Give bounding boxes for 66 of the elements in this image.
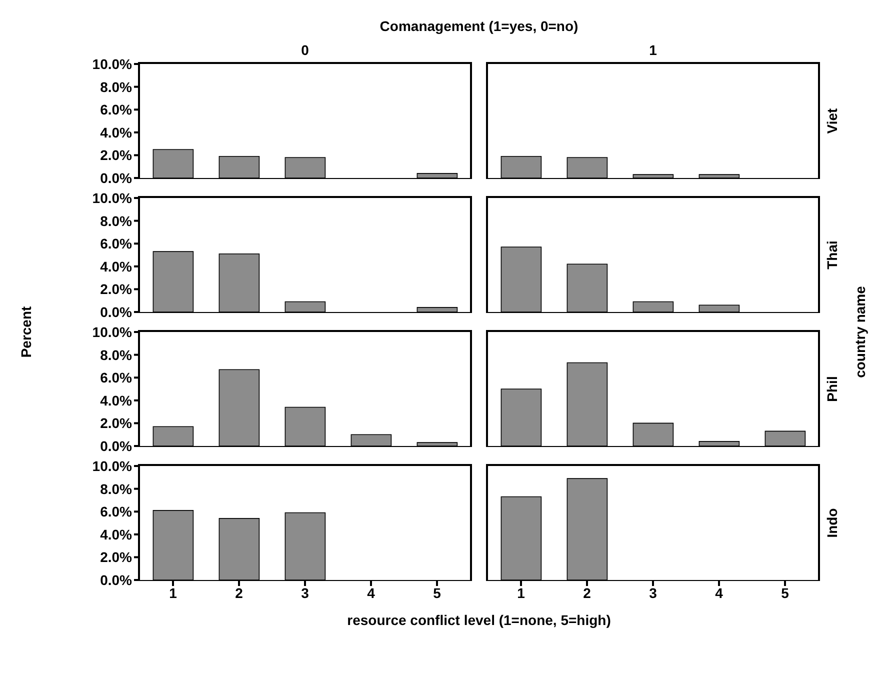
bar — [416, 442, 458, 446]
bar — [632, 301, 674, 312]
x-tick-label: 5 — [781, 584, 790, 601]
bar — [152, 149, 194, 178]
y-tick-label: 4.0% — [100, 392, 133, 408]
bar — [500, 246, 542, 312]
bar — [500, 388, 542, 446]
x-tick-label: 3 — [301, 584, 310, 601]
bar — [350, 434, 392, 446]
y2-axis-title: Phil — [824, 376, 840, 402]
bar — [566, 362, 608, 446]
x-tick-label: 4 — [367, 584, 376, 601]
y2-axis-title: Thai — [824, 240, 840, 270]
y-tick-label: 6.0% — [100, 102, 133, 118]
bar — [764, 430, 806, 446]
y-tick-label: 0.0% — [100, 170, 133, 186]
chart-title: Comanagement (1=yes, 0=no) — [380, 18, 578, 34]
y-tick-label: 0.0% — [100, 438, 133, 454]
y-tick-label: 4.0% — [100, 124, 133, 140]
y-tick-label: 0.0% — [100, 572, 133, 588]
y-tick-label: 8.0% — [100, 212, 133, 229]
y2-axis-title: Viet — [824, 108, 840, 134]
y-axis-title: Percent — [18, 306, 34, 358]
bar — [566, 264, 608, 312]
bar — [218, 253, 260, 312]
y-tick-label: 4.0% — [100, 526, 133, 542]
bar — [698, 304, 740, 312]
y-tick-label: 6.0% — [100, 504, 133, 520]
bar — [698, 441, 740, 446]
y-tick-label: 8.0% — [100, 346, 133, 363]
text: country name — [852, 286, 868, 378]
y-tick-label: 2.0% — [100, 549, 133, 566]
y-tick-label: 6.0% — [100, 370, 133, 386]
y-tick-label: 2.0% — [100, 281, 133, 298]
y-tick-label: 8.0% — [100, 480, 133, 497]
bar — [632, 422, 674, 446]
bar — [416, 307, 458, 312]
x-tick-label: 1 — [517, 584, 526, 601]
x-tick-label: 4 — [715, 584, 724, 601]
y2-axis-title: Indo — [824, 508, 840, 538]
y-tick-label: 4.0% — [100, 258, 133, 274]
x-tick-label: 2 — [583, 584, 592, 601]
bar — [284, 301, 326, 312]
bar — [218, 156, 260, 178]
chart-subtitle: 1 — [649, 42, 657, 58]
bar — [284, 406, 326, 446]
bar — [218, 369, 260, 446]
y-tick-label: 10.0% — [92, 56, 133, 72]
x-tick-label: 1 — [169, 584, 178, 601]
y-tick-label: 2.0% — [100, 147, 133, 164]
x-tick-label: 5 — [433, 584, 442, 601]
x-tick-label: 2 — [235, 584, 244, 601]
y-tick-label: 10.0% — [92, 190, 133, 206]
y-tick-label: 8.0% — [100, 78, 133, 95]
y-tick-label: 6.0% — [100, 236, 133, 252]
y-tick-label: 10.0% — [92, 324, 133, 340]
y-tick-label: 10.0% — [92, 458, 133, 474]
x-axis-title: resource conflict level (1=none, 5=high) — [347, 612, 611, 628]
bar — [416, 173, 458, 178]
bar — [152, 426, 194, 446]
y-tick-label: 2.0% — [100, 415, 133, 432]
bar — [152, 251, 194, 312]
x-tick-label: 3 — [649, 584, 658, 601]
bar — [284, 157, 326, 178]
y-tick-label: 0.0% — [100, 304, 133, 320]
chart-subtitle: 0 — [301, 42, 309, 58]
